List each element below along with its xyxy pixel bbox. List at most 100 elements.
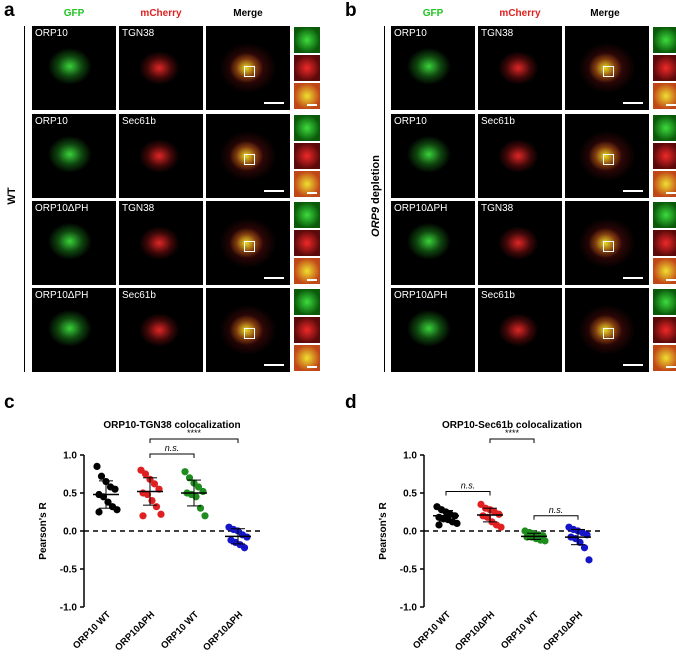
data-point (93, 462, 101, 470)
significance-label: n.s. (165, 443, 180, 453)
micrograph-a-r4-gfp: ORP10ΔPH (32, 288, 116, 372)
zoom-inset-b-r3-2 (652, 229, 676, 257)
depletion-bracket-line (384, 26, 385, 372)
y-tick-label: -1.0 (60, 603, 78, 614)
significance-bracket (149, 438, 239, 443)
micrograph-b-r2-gfp: ORP10 (391, 114, 475, 198)
y-tick-label: 1.0 (403, 451, 417, 462)
data-point (201, 512, 209, 520)
y-tick-label: 0.0 (403, 527, 417, 538)
depletion-word: depletion (370, 155, 382, 207)
panel-label-b: b (345, 0, 357, 21)
zoom-inset-b-r2-1 (652, 114, 676, 142)
scale-bar (623, 277, 643, 279)
roi-box (603, 154, 614, 165)
y-axis-label: Pearson's R (38, 502, 49, 560)
data-point (497, 523, 505, 531)
scale-bar (623, 364, 643, 366)
zoom-inset-a-r3-2 (293, 229, 321, 257)
micrograph-label: ORP10ΔPH (394, 290, 448, 301)
column-header-mcherry-a: mCherry (140, 8, 182, 19)
column-header-mcherry-b: mCherry (499, 8, 541, 19)
roi-box (244, 66, 255, 77)
data-point (580, 544, 589, 552)
data-point (194, 483, 203, 491)
micrograph-label: ORP10ΔPH (394, 203, 448, 214)
micrograph-a-r4-mch: Sec61b (119, 288, 203, 372)
data-point (240, 544, 249, 552)
zoom-inset-b-r4-1 (652, 288, 676, 316)
data-point (139, 512, 147, 520)
roi-box (603, 241, 614, 252)
micrograph-a-r2-mch: Sec61b (119, 114, 203, 198)
significance-bracket (489, 438, 535, 443)
zoom-inset-a-r4-1 (293, 288, 321, 316)
column-header-gfp-b: GFP (422, 8, 444, 19)
scale-bar (307, 192, 317, 194)
micrograph-label: Sec61b (481, 290, 515, 301)
roi-box (603, 328, 614, 339)
scale-bar (307, 104, 317, 106)
zoom-inset-b-r4-2 (652, 316, 676, 344)
data-point (152, 503, 161, 511)
scale-bar (666, 279, 676, 281)
x-category-label: ORP10 WT (499, 609, 541, 651)
micrograph-b-r4-gfp: ORP10ΔPH (391, 288, 475, 372)
micrograph-a-r3-merge (206, 201, 290, 285)
micrograph-label: TGN38 (481, 28, 514, 39)
scale-bar (666, 192, 676, 194)
scale-bar (264, 277, 284, 279)
zoom-inset-b-r3-1 (652, 201, 676, 229)
micrograph-label: TGN38 (122, 203, 155, 214)
y-tick-label: 0.5 (63, 489, 77, 500)
scale-bar (264, 190, 284, 192)
micrograph-b-r1-gfp: ORP10 (391, 26, 475, 110)
micrograph-a-r3-mch: TGN38 (119, 201, 203, 285)
scale-bar (666, 104, 676, 106)
y-tick-label: -0.5 (400, 565, 418, 576)
x-category-label: ORP10 WT (71, 609, 113, 651)
y-axis-label: Pearson's R (378, 502, 389, 560)
micrograph-label: TGN38 (122, 28, 155, 39)
micrograph-label: ORP10 (394, 28, 427, 39)
panel-label-d: d (345, 392, 357, 413)
data-point (585, 556, 593, 564)
micrograph-b-r2-mch: Sec61b (478, 114, 562, 198)
micrograph-b-r1-mch: TGN38 (478, 26, 562, 110)
scale-bar (307, 366, 317, 368)
micrograph-label: ORP10 (35, 116, 68, 127)
micrograph-label: Sec61b (481, 116, 515, 127)
scale-bar (264, 102, 284, 104)
micrograph-label: ORP10 (35, 28, 68, 39)
scale-bar (307, 279, 317, 281)
data-point (192, 493, 200, 501)
roi-box (244, 241, 255, 252)
zoom-inset-b-r1-3 (652, 82, 676, 110)
micrograph-label: TGN38 (481, 203, 514, 214)
zoom-inset-a-r3-3 (293, 257, 321, 285)
micrograph-a-r1-merge (206, 26, 290, 110)
micrograph-label: Sec61b (122, 116, 156, 127)
column-header-merge-a: Merge (233, 8, 263, 19)
y-tick-label: -0.5 (60, 565, 78, 576)
significance-label: **** (187, 428, 202, 438)
x-category-label: ORP10 WT (411, 609, 453, 651)
x-category-label: ORP10ΔPH (453, 609, 497, 653)
data-point (97, 472, 106, 480)
data-point (199, 487, 207, 496)
micrograph-label: ORP10 (394, 116, 427, 127)
x-category-label: ORP10ΔPH (541, 609, 585, 653)
data-point (243, 533, 251, 541)
micrograph-label: ORP10ΔPH (35, 203, 89, 214)
micrograph-b-r4-mch: Sec61b (478, 288, 562, 372)
significance-bracket (149, 453, 195, 458)
scale-bar (623, 102, 643, 104)
y-tick-label: 1.0 (63, 451, 77, 462)
zoom-inset-a-r2-2 (293, 142, 321, 170)
micrograph-b-r3-mch: TGN38 (478, 201, 562, 285)
zoom-inset-a-r4-2 (293, 316, 321, 344)
y-tick-label: -1.0 (400, 603, 418, 614)
significance-label: n.s. (461, 480, 476, 490)
data-point (95, 508, 103, 516)
micrograph-b-r3-merge (565, 201, 649, 285)
